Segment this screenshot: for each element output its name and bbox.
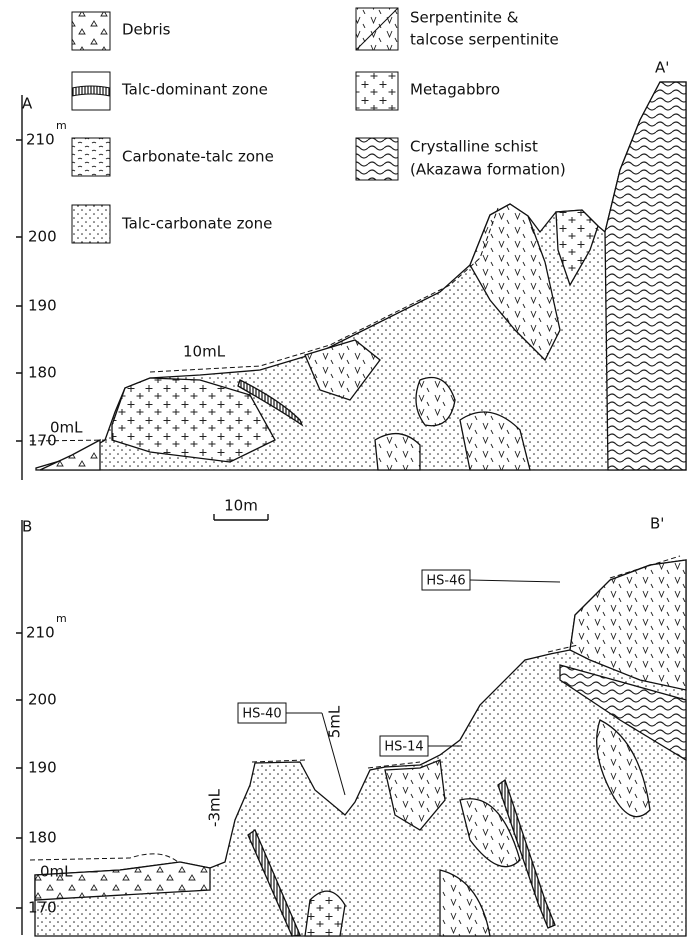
elevation-tick: 180	[28, 829, 57, 847]
legend-swatch	[356, 72, 398, 110]
scale-bar	[214, 514, 268, 520]
legend: Debris Talc-dominant zone Carbonate-talc…	[72, 8, 566, 243]
legend-label: Serpentinite &	[410, 9, 519, 27]
section-end-label: B'	[650, 515, 664, 533]
level-label: 10mL	[183, 343, 226, 361]
serpentinite-a4	[375, 434, 420, 470]
legend-label: talcose serpentinite	[410, 31, 559, 49]
section-start-label: B	[22, 518, 32, 536]
elevation-unit: m	[56, 612, 67, 625]
legend-label: Carbonate-talc zone	[122, 148, 274, 166]
legend-label: Talc-carbonate zone	[121, 215, 272, 233]
axis-a	[16, 95, 22, 480]
section-end-label: A'	[655, 59, 669, 77]
legend-label: Debris	[122, 21, 171, 39]
elevation-tick: 190	[28, 759, 57, 777]
legend-label: Metagabbro	[410, 81, 500, 99]
level-label: 0mL	[40, 863, 73, 881]
sample-label: HS-14	[384, 740, 423, 755]
schist-a	[605, 82, 686, 470]
level-label: -3mL	[206, 788, 224, 827]
legend-label: Crystalline schist	[410, 138, 538, 156]
legend-swatch-band	[72, 86, 110, 96]
legend-swatch	[72, 138, 110, 176]
axis-b	[16, 520, 22, 935]
legend-label: Talc-dominant zone	[121, 81, 268, 99]
scale-bar-label: 10m	[224, 497, 258, 515]
elevation-tick: 200	[28, 691, 57, 709]
legend-swatch	[72, 205, 110, 243]
section-a: A A' 210 m 200 190 180 170 0mL 10mL	[16, 59, 686, 481]
legend-swatch	[72, 12, 110, 50]
elevation-tick: 190	[28, 297, 57, 315]
elevation-unit: m	[56, 119, 67, 132]
elevation-tick: 210	[26, 131, 55, 149]
elevation-tick: 200	[28, 228, 57, 246]
elevation-tick: 170	[28, 899, 57, 917]
elevation-tick: 180	[28, 364, 57, 382]
section-b: B B' 210 m 200 190 180 170 0mL -3mL 5mL …	[16, 515, 686, 937]
legend-swatch	[356, 138, 398, 180]
elevation-tick: 210	[26, 624, 55, 642]
section-start-label: A	[22, 95, 33, 113]
sample-label: HS-46	[426, 574, 465, 589]
cross-section-figure: Debris Talc-dominant zone Carbonate-talc…	[0, 0, 689, 939]
sample-leader	[470, 580, 560, 582]
legend-label: (Akazawa formation)	[410, 161, 566, 179]
sample-label: HS-40	[242, 707, 281, 722]
level-label: 0mL	[50, 419, 83, 437]
